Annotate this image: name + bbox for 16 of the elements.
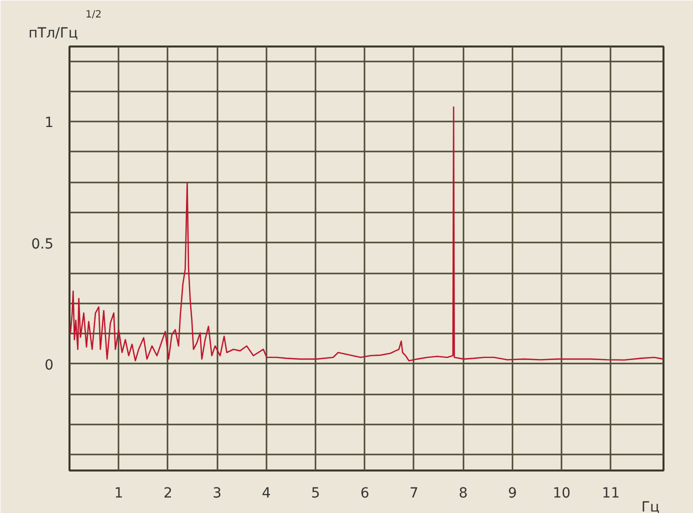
x-tick-label: 4 [262, 486, 271, 502]
x-tick-label: 10 [552, 486, 571, 502]
y-axis-title: пТл/Гц1/2 [28, 10, 102, 42]
x-tick-label: 11 [602, 486, 620, 502]
x-tick-label: 5 [311, 486, 320, 502]
x-tick-label: 7 [410, 486, 418, 502]
x-tick-label: 8 [458, 486, 468, 502]
y-tick-label: 0.5 [31, 236, 54, 252]
x-tick-label: 1 [114, 486, 124, 502]
line-series [70, 106, 664, 362]
y-tick-label: 1 [44, 115, 54, 132]
x-tick-label: 3 [212, 486, 222, 502]
x-tick-label: 2 [163, 486, 172, 502]
x-tick-label: 6 [360, 486, 370, 502]
y-tick-label: 0 [44, 357, 54, 374]
x-tick-label: 9 [508, 486, 517, 502]
